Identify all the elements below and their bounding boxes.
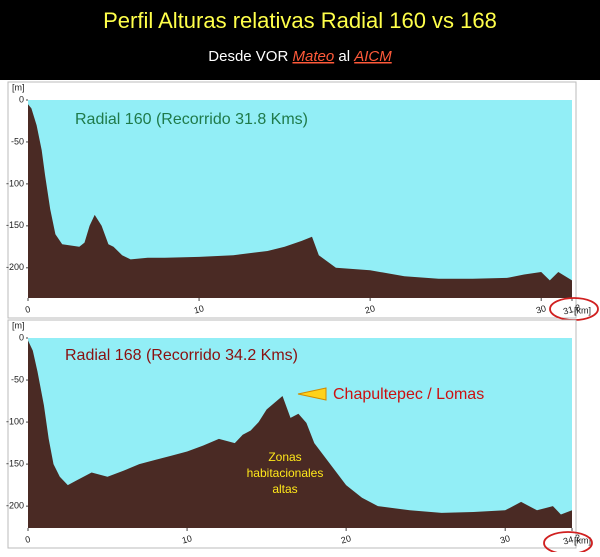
chart-annotation: Radial 160 (Recorrido 31.8 Kms) (75, 111, 308, 128)
y-tick-label: -150 (6, 220, 24, 230)
x-tick-label: 0 (24, 304, 31, 315)
title: Perfil Alturas relativas Radial 160 vs 1… (103, 8, 497, 33)
x-tick-label: 10 (181, 533, 193, 545)
chart-annotation: Radial 168 (Recorrido 34.2 Kms) (65, 347, 298, 364)
x-tick-label: 34.2 (562, 532, 582, 546)
x-tick-label: 30 (499, 533, 511, 545)
subtitle-link: Mateo (292, 48, 334, 65)
x-tick-label: 20 (364, 303, 376, 315)
subtitle-part: al (338, 48, 350, 65)
callout-label: Chapultepec / Lomas (333, 386, 484, 403)
y-unit: [m] (12, 82, 25, 92)
subtitle-link: AICM (353, 48, 392, 65)
elevation-area (28, 104, 572, 298)
y-tick-label: 0 (19, 332, 24, 342)
x-tick-label: 31.8 (562, 302, 582, 316)
y-tick-label: -50 (11, 136, 24, 146)
y-tick-label: -50 (11, 374, 24, 384)
x-tick-label: 20 (340, 533, 352, 545)
x-tick-label: 0 (24, 534, 31, 545)
y-tick-label: -100 (6, 178, 24, 188)
x-unit: [km] (574, 305, 591, 315)
y-tick-label: -100 (6, 416, 24, 426)
x-unit: [km] (574, 535, 591, 545)
y-tick-label: -200 (6, 501, 24, 511)
x-tick-label: 10 (193, 303, 205, 315)
y-tick-label: -200 (6, 262, 24, 272)
header-band (0, 0, 600, 80)
x-tick-label: 30 (535, 303, 547, 315)
callout-arrow (297, 387, 327, 401)
zone-label: altas (272, 482, 297, 496)
y-tick-label: 0 (19, 94, 24, 104)
zone-label: Zonas (268, 450, 301, 464)
subtitle: Desde VOR Mateo al AICM (208, 48, 392, 65)
subtitle-part: Desde VOR (208, 48, 288, 65)
zone-label: habitacionales (247, 466, 324, 480)
y-unit: [m] (12, 320, 25, 330)
y-tick-label: -150 (6, 458, 24, 468)
elevation-area (28, 340, 572, 528)
